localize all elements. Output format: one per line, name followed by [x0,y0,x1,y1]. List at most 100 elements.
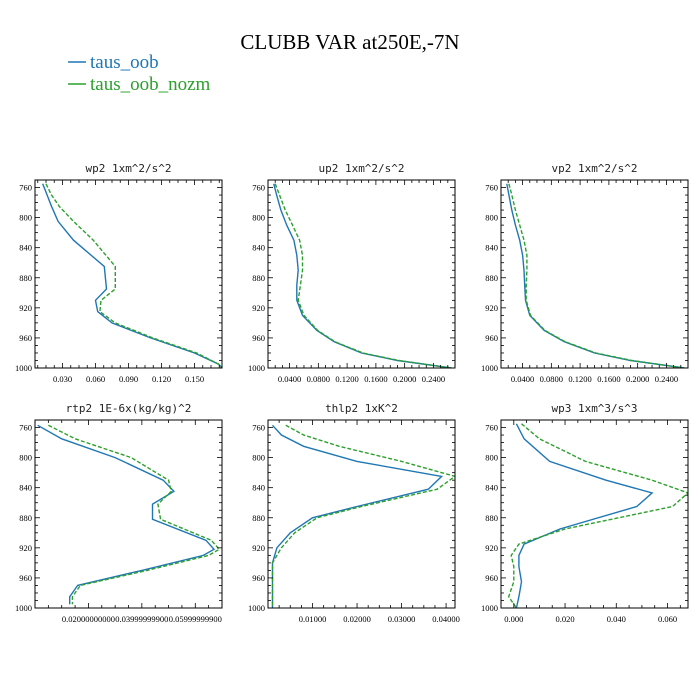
y-tick-label: 760 [252,183,265,193]
x-tick-label: 0.2000 [393,374,416,384]
legend: taus_oob taus_oob_nozm [68,52,211,95]
x-tick-label: 0.040 [607,614,626,624]
y-tick-label: 880 [252,513,265,523]
panel-title: thlp2 1xK^2 [325,402,398,415]
plot-frame [267,419,456,609]
y-tick-label: 800 [485,453,498,463]
panels: wp2 1xm^2/s^2 760 800 840 880 920 960 1000 0.030… [15,162,689,624]
series-line-taus-oob-nozm [508,183,685,368]
x-tick-label: 0.0400 [511,374,534,384]
plot-frame [500,419,689,609]
x-tick-label: 0.03000 [388,614,416,624]
series-line-taus-oob-nozm [274,183,452,368]
panel-title: rtp2 1E-6x(kg/kg)^2 [66,402,192,415]
panel-4: rtp2 1E-6x(kg/kg)^2 760 800 840 880 920 960 100… [15,402,223,624]
x-tick-label: 0.1200 [568,374,591,384]
panel-5: thlp2 1xK^2 760 800 840 880 920 960 1000 0.01000… [248,402,460,624]
y-tick-label: 960 [19,573,32,583]
x-tick-label: 0.030 [53,374,72,384]
y-tick-label: 920 [485,303,498,313]
x-tick-label: 0.2000 [626,374,649,384]
x-tick-label: 0.0800 [540,374,563,384]
y-tick-label: 800 [19,453,32,463]
x-tick-label: 0.1600 [364,374,387,384]
panel-6: wp3 1xm^3/s^3 760 800 840 880 920 960 1000 0.000… [481,402,689,624]
y-tick-label: 840 [485,243,498,253]
series-line-taus-oob-nozm [507,423,688,608]
x-tick-label: 0.05999999900 [169,614,222,624]
x-tick-label: 0.060 [86,374,105,384]
y-tick-label: 840 [485,483,498,493]
y-tick-label: 800 [19,213,32,223]
x-tick-label: 0.02000 [343,614,371,624]
y-tick-label: 800 [485,213,498,223]
y-tick-label: 800 [252,453,265,463]
y-tick-label: 960 [252,333,265,343]
x-tick-label: 0.060 [658,614,677,624]
y-tick-label: 760 [485,423,498,433]
y-tick-label: 840 [252,243,265,253]
y-tick-label: 1000 [248,363,265,373]
x-tick-label: 0.04000 [432,614,460,624]
series-line-taus-oob [515,423,654,608]
y-tick-label: 920 [19,543,32,553]
plot-frame [34,419,223,609]
x-tick-label: 0.01000 [299,614,327,624]
legend-label-taus-oob: taus_oob [90,52,159,73]
y-tick-label: 880 [19,513,32,523]
series-line-taus-oob [271,424,444,608]
y-tick-label: 840 [19,483,32,493]
y-tick-label: 760 [485,183,498,193]
panel-3: vp2 1xm^2/s^2 760 800 840 880 920 960 1000 0.040… [481,162,689,384]
y-tick-label: 960 [19,333,32,343]
x-tick-label: 0.2400 [655,374,678,384]
x-tick-label: 0.1200 [335,374,358,384]
y-tick-label: 960 [485,573,498,583]
panel-title: wp3 1xm^3/s^3 [551,402,637,415]
series-line-taus-oob [506,183,685,368]
legend-label-taus-oob-nozm: taus_oob_nozm [90,74,211,95]
series-line-taus-oob [37,424,216,605]
plot-frame [267,179,456,369]
y-tick-label: 920 [19,303,32,313]
figure-title: CLUBB VAR at250E,-7N [240,30,459,54]
y-tick-label: 920 [485,543,498,553]
y-tick-label: 840 [19,243,32,253]
y-tick-label: 920 [252,303,265,313]
plot-frame [500,179,689,369]
x-tick-label: 0.0800 [307,374,330,384]
y-tick-label: 1000 [15,603,32,613]
x-tick-label: 0.090 [119,374,138,384]
x-tick-label: 0.120 [152,374,171,384]
y-tick-label: 760 [19,423,32,433]
series-line-taus-oob-nozm [45,183,222,368]
series-line-taus-oob [273,183,452,368]
y-tick-label: 1000 [15,363,32,373]
y-tick-label: 1000 [481,603,498,613]
y-tick-label: 920 [252,543,265,553]
x-tick-label: 0.000 [504,614,523,624]
y-tick-label: 880 [19,273,32,283]
x-tick-label: 0.02000000000 [62,614,115,624]
panel-2: up2 1xm^2/s^2 760 800 840 880 920 960 1000 0.040… [248,162,456,384]
y-tick-label: 880 [485,273,498,283]
y-tick-label: 880 [485,513,498,523]
x-tick-label: 0.03999999900 [115,614,168,624]
y-tick-label: 760 [252,423,265,433]
y-tick-label: 760 [19,183,32,193]
x-tick-label: 0.0400 [278,374,301,384]
series-line-taus-oob [42,183,222,368]
y-tick-label: 880 [252,273,265,283]
y-tick-label: 1000 [481,363,498,373]
series-line-taus-oob-nozm [48,424,221,605]
y-tick-label: 800 [252,213,265,223]
x-tick-label: 0.2400 [422,374,445,384]
y-tick-label: 960 [485,333,498,343]
panel-title: wp2 1xm^2/s^2 [85,162,171,175]
panel-title: up2 1xm^2/s^2 [318,162,404,175]
y-tick-label: 960 [252,573,265,583]
panel-1: wp2 1xm^2/s^2 760 800 840 880 920 960 1000 0.030… [15,162,223,384]
x-tick-label: 0.1600 [597,374,620,384]
plot-frame [34,179,223,369]
